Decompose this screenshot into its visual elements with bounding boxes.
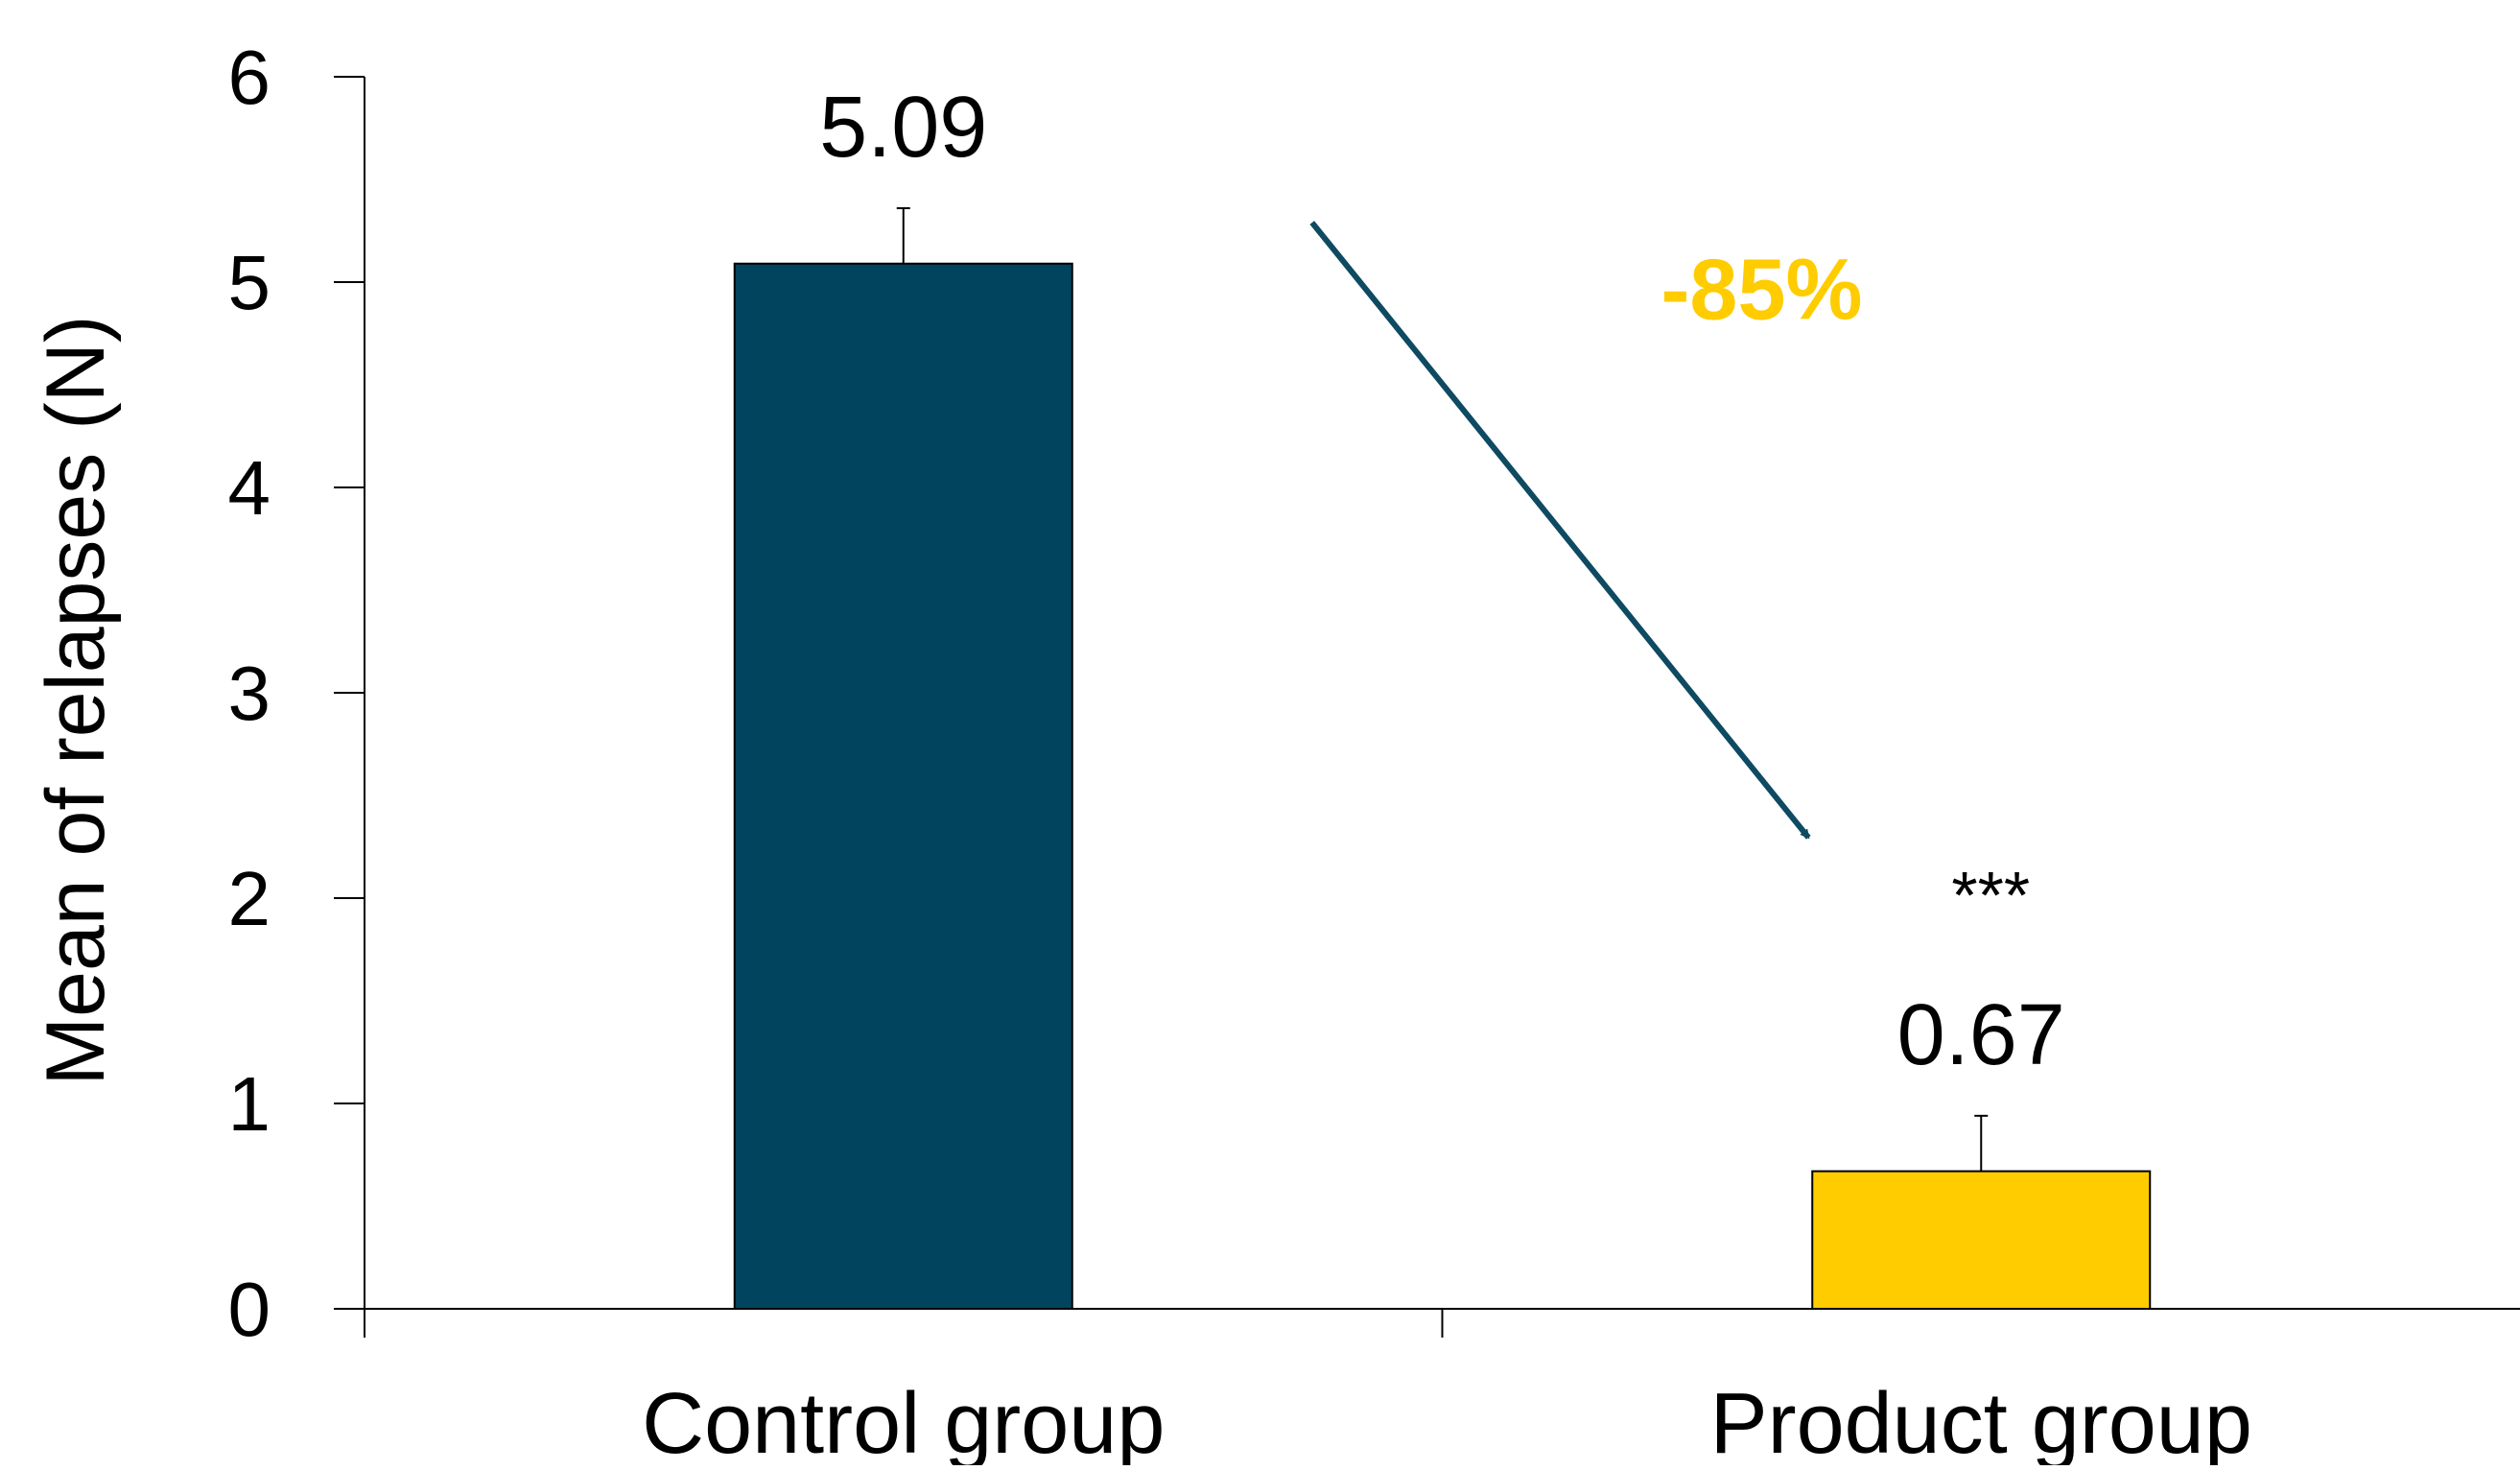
category-label: Control group: [642, 1376, 1165, 1465]
y-tick-label: 0: [228, 1267, 271, 1352]
value-label: 5.09: [819, 80, 987, 176]
reduction-arrow: [1309, 221, 1811, 840]
y-tick-label: 1: [228, 1061, 271, 1147]
y-tick-label: 6: [228, 35, 271, 120]
y-tick-label: 2: [228, 856, 271, 941]
y-tick-label: 3: [228, 651, 271, 736]
bar-0: [733, 262, 1073, 1310]
y-axis-title: Mean of relapses (N): [30, 316, 122, 1086]
significance-label: ***: [1951, 858, 2030, 933]
y-tick-label: 5: [228, 240, 271, 325]
reduction-label: -85%: [1660, 242, 1862, 338]
value-label: 0.67: [1897, 987, 2065, 1083]
y-tick-label: 4: [228, 445, 271, 531]
category-label: Product group: [1710, 1376, 2252, 1465]
bar-1: [1811, 1170, 2152, 1310]
